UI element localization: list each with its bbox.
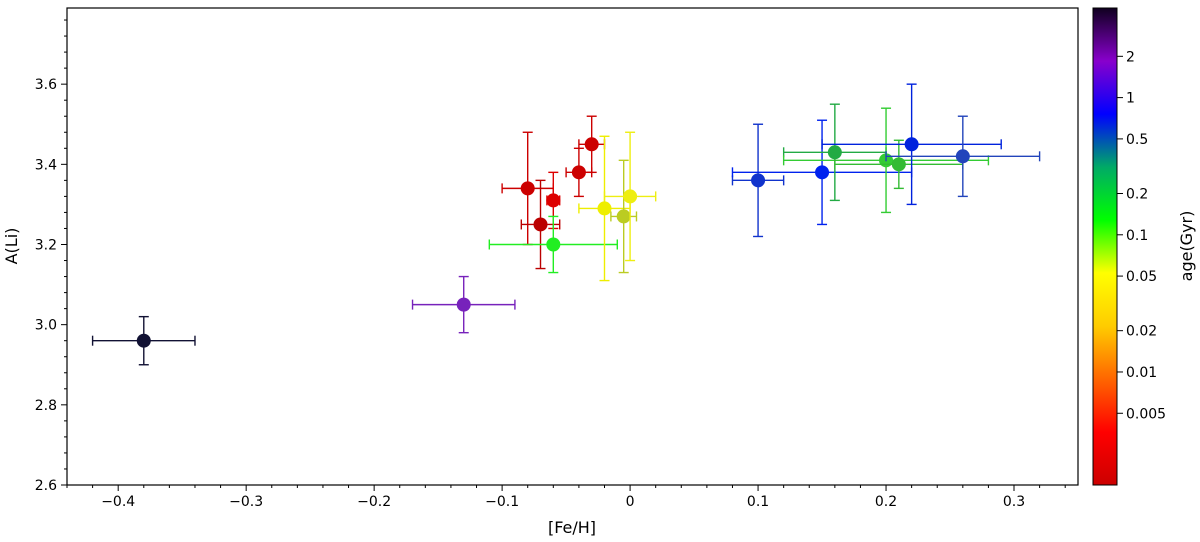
point-marker <box>456 297 471 312</box>
colorbar-label: age(Gyr) <box>1177 211 1196 282</box>
y-tick-label: 3.2 <box>35 237 57 253</box>
data-point <box>488 215 618 274</box>
plot-frame <box>66 7 1079 486</box>
data-point <box>731 123 785 238</box>
x-tick-label: −0.2 <box>357 494 391 510</box>
x-axis-label: [Fe/H] <box>548 518 596 537</box>
colorbar-tick-label: 0.5 <box>1126 132 1148 148</box>
y-tick-label: 3.4 <box>35 157 57 173</box>
point-marker <box>533 217 548 232</box>
data-point <box>834 139 964 190</box>
y-tick-label: 2.8 <box>35 398 57 414</box>
point-marker <box>904 137 919 152</box>
data-point <box>91 315 196 366</box>
colorbar-tick-label: 0.1 <box>1126 228 1148 244</box>
colorbar-tick-label: 0.02 <box>1126 324 1157 340</box>
point-marker <box>616 209 631 224</box>
x-tick-label: −0.1 <box>485 494 519 510</box>
data-point <box>885 115 1041 198</box>
colorbar-tick-label: 0.05 <box>1126 269 1157 285</box>
x-axis-ticks: −0.4 −0.3 −0.2 −0.1 0 0.1 0.2 0.3 <box>66 485 1066 510</box>
point-marker <box>584 137 599 152</box>
data-point <box>578 115 606 174</box>
point-marker <box>815 165 830 180</box>
colorbar-tick-label: 0.01 <box>1126 365 1157 381</box>
y-axis-ticks: 2.6 2.8 3.0 3.2 3.4 3.6 <box>35 19 67 494</box>
x-tick-label: −0.4 <box>101 494 135 510</box>
data-point <box>610 159 638 274</box>
colorbar-tick-label: 0.2 <box>1126 186 1148 202</box>
point-marker <box>546 193 561 208</box>
data-point <box>603 131 657 262</box>
point-marker <box>136 333 151 348</box>
x-tick-label: 0.3 <box>1003 494 1025 510</box>
point-marker <box>597 201 612 216</box>
x-tick-label: 0.1 <box>747 494 769 510</box>
plot-area: −0.4 −0.3 −0.2 −0.1 0 0.1 0.2 0.3 2.6 2.8 3.0 3.2 3… <box>35 7 1079 510</box>
y-tick-label: 2.6 <box>35 478 57 494</box>
point-marker <box>751 173 766 188</box>
data-point <box>411 275 516 334</box>
colorbar-tick-label: 1 <box>1126 91 1135 107</box>
point-marker <box>520 181 535 196</box>
data-point <box>731 119 913 226</box>
y-tick-label: 3.6 <box>35 77 57 93</box>
x-tick-label: 0 <box>626 494 635 510</box>
data-point <box>821 83 1002 206</box>
colorbar-gradient <box>1092 7 1118 486</box>
point-marker <box>827 145 842 160</box>
x-tick-label: 0.2 <box>875 494 897 510</box>
point-marker <box>955 149 970 164</box>
x-tick-label: −0.3 <box>229 494 263 510</box>
y-tick-label: 3.0 <box>35 318 57 334</box>
colorbar-tick-label: 0.005 <box>1126 406 1166 422</box>
point-marker <box>571 165 586 180</box>
colorbar-ticks: 0.005 0.01 0.02 0.05 0.1 0.2 0.5 1 2 <box>1117 49 1166 422</box>
data-point <box>782 103 887 202</box>
point-marker <box>891 157 906 172</box>
data-point <box>578 135 631 282</box>
colorbar: 0.005 0.01 0.02 0.05 0.1 0.2 0.5 1 2 age(Gyr) <box>1092 7 1196 486</box>
y-axis-label: A(Li) <box>2 228 21 265</box>
point-marker <box>623 189 638 204</box>
data-markers <box>91 83 1041 366</box>
point-marker <box>546 237 561 252</box>
colorbar-tick-label: 2 <box>1126 49 1135 65</box>
